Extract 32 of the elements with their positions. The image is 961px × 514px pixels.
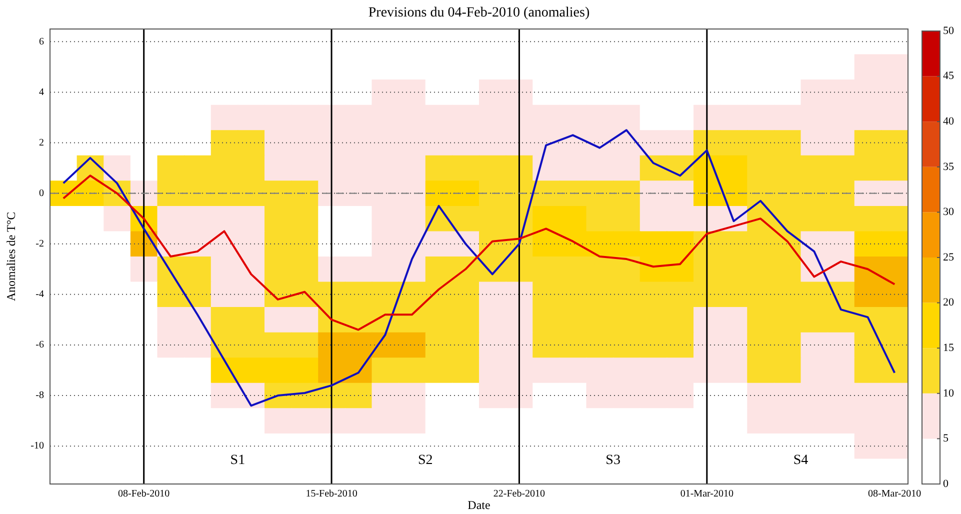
y-axis-title: Anomalies de T°C <box>4 212 18 302</box>
color-bar-label: 50 <box>943 24 954 37</box>
y-tick-label: -10 <box>30 440 44 452</box>
x-tick-label: 15-Feb-2010 <box>306 488 358 500</box>
color-bar-label: 30 <box>943 206 954 218</box>
color-bar-label: 10 <box>943 387 954 400</box>
y-tick-label: -8 <box>36 390 44 402</box>
x-tick-label: 08-Feb-2010 <box>118 488 170 500</box>
annotation: S4 <box>793 452 808 468</box>
color-bar-label: 25 <box>943 251 954 264</box>
chart-title: Previsions du 04-Feb-2010 (anomalies) <box>368 6 590 21</box>
color-bar-label: 35 <box>943 160 954 173</box>
color-bar-label: 5 <box>943 432 949 445</box>
y-tick-label: 6 <box>39 36 44 48</box>
y-tick-label: -2 <box>36 238 44 250</box>
color-bar-label: 45 <box>943 70 954 82</box>
annotation: S1 <box>230 452 246 468</box>
y-tick-label: 4 <box>39 86 44 98</box>
y-tick-label: 0 <box>39 188 44 199</box>
color-bar-label: 15 <box>943 342 954 354</box>
x-tick-label: 22-Feb-2010 <box>493 488 546 500</box>
color-bar-label: 0 <box>943 478 949 490</box>
color-bar-label: 20 <box>943 296 954 309</box>
y-tick-label: -6 <box>36 340 44 351</box>
x-tick-label: 01-Mar-2010 <box>680 488 734 500</box>
y-tick-label: -4 <box>36 289 44 300</box>
x-axis-title: Date <box>468 498 490 512</box>
annotation: S3 <box>606 452 620 468</box>
x-tick-label: 08-Mar-2010 <box>868 488 922 500</box>
y-tick-label: 2 <box>39 137 44 148</box>
annotation: S2 <box>418 452 433 468</box>
color-bar-label: 40 <box>943 115 954 128</box>
